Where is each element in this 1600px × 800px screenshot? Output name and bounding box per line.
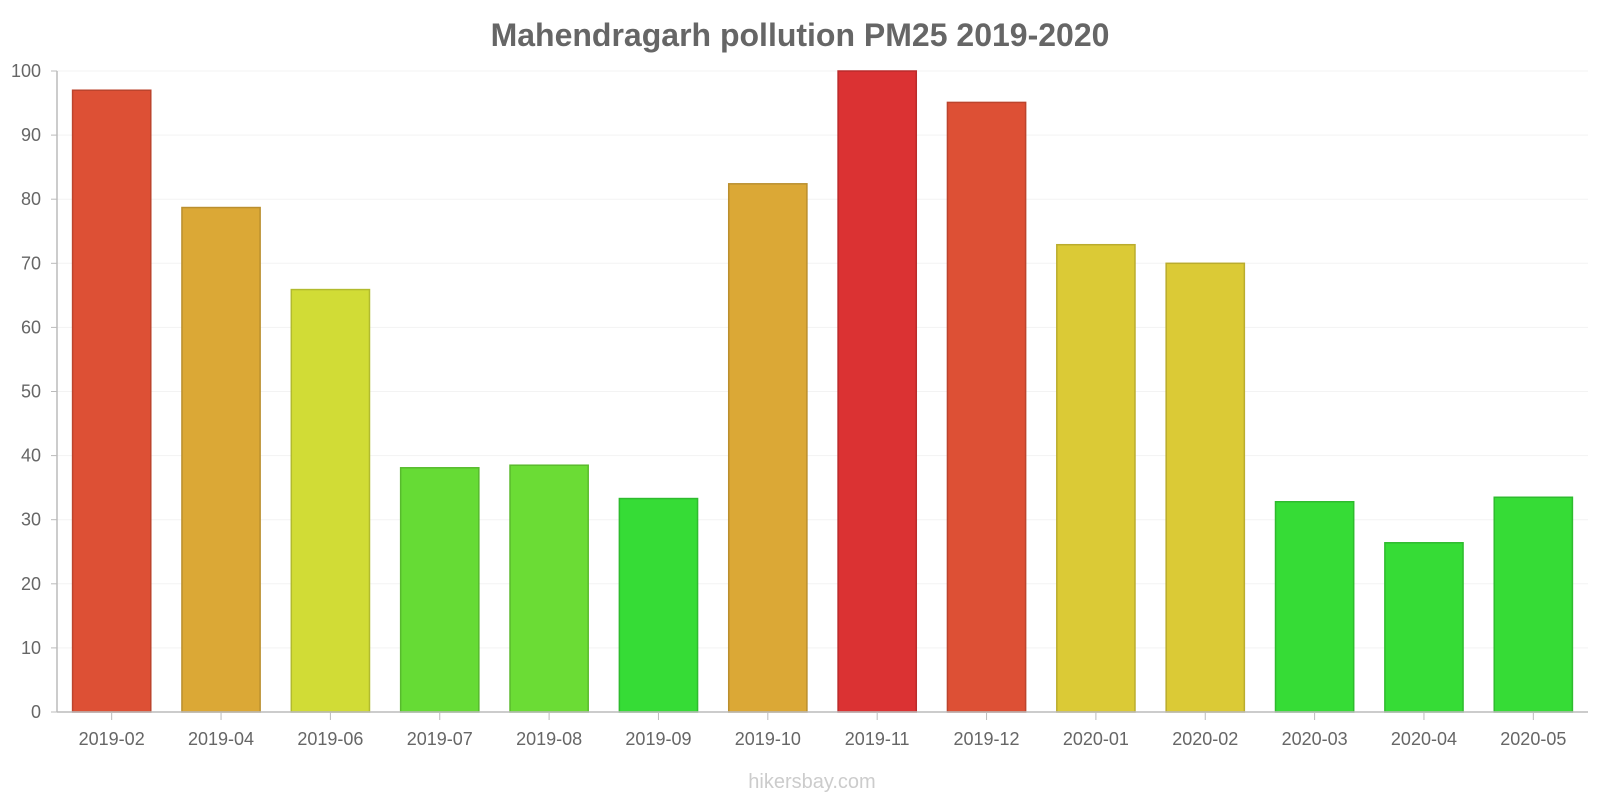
grid-lines bbox=[57, 70, 1588, 649]
x-tick-label: 2020-04 bbox=[1391, 729, 1457, 749]
x-tick-label: 2019-08 bbox=[516, 729, 582, 749]
y-axis-ticks: 0 10 20 30 40 50 60 70 80 90 100 bbox=[11, 61, 57, 722]
y-tick-label: 70 bbox=[21, 253, 41, 273]
y-tick-label: 80 bbox=[21, 189, 41, 209]
bar-2020-04 bbox=[1384, 542, 1464, 713]
x-tick-label: 2019-04 bbox=[188, 729, 254, 749]
bar-2020-02 bbox=[1165, 262, 1246, 713]
x-tick-label: 2019-11 bbox=[845, 729, 910, 749]
bar-2019-07 bbox=[399, 467, 480, 713]
y-tick-label: 60 bbox=[21, 317, 41, 337]
y-tick-label: 50 bbox=[21, 382, 41, 402]
bar-2019-11 bbox=[837, 70, 918, 713]
y-tick-label: 30 bbox=[21, 510, 41, 530]
x-tick-label: 2020-02 bbox=[1172, 729, 1238, 749]
x-tick-label: 2019-09 bbox=[625, 729, 691, 749]
x-tick-label: 2019-12 bbox=[954, 729, 1020, 749]
x-tick-label: 2020-05 bbox=[1500, 729, 1566, 749]
bars bbox=[71, 70, 1574, 713]
x-tick-label: 2019-10 bbox=[735, 729, 801, 749]
bar-2019-10 bbox=[727, 183, 808, 713]
bar-2020-01 bbox=[1056, 243, 1136, 713]
y-tick-label: 90 bbox=[21, 125, 41, 145]
x-tick-label: 2020-01 bbox=[1063, 729, 1129, 749]
chart-title: Mahendragarh pollution PM25 2019-2020 bbox=[491, 17, 1110, 53]
y-tick-label: 40 bbox=[21, 446, 41, 466]
y-tick-label: 20 bbox=[21, 574, 41, 594]
bar-2019-06 bbox=[290, 288, 371, 713]
x-tick-label: 2019-06 bbox=[297, 729, 363, 749]
bar-2019-09 bbox=[618, 497, 699, 713]
bar-2019-04 bbox=[181, 206, 261, 713]
y-tick-label: 100 bbox=[11, 61, 41, 81]
bar-2020-05 bbox=[1493, 496, 1574, 713]
y-tick-label: 0 bbox=[31, 702, 41, 722]
watermark: hikersbay.com bbox=[748, 771, 875, 793]
bar-2020-03 bbox=[1274, 501, 1355, 713]
bar-2019-08 bbox=[509, 464, 589, 713]
x-axis-ticks: 2019-02 2019-04 2019-06 2019-07 2019-08 2019-… bbox=[79, 712, 1566, 749]
x-tick-label: 2019-07 bbox=[407, 729, 473, 749]
x-tick-label: 2020-03 bbox=[1282, 729, 1348, 749]
bar-2019-12 bbox=[946, 101, 1027, 713]
y-tick-label: 10 bbox=[21, 638, 41, 658]
x-tick-label: 2019-02 bbox=[79, 729, 145, 749]
bar-2019-02 bbox=[71, 89, 152, 713]
